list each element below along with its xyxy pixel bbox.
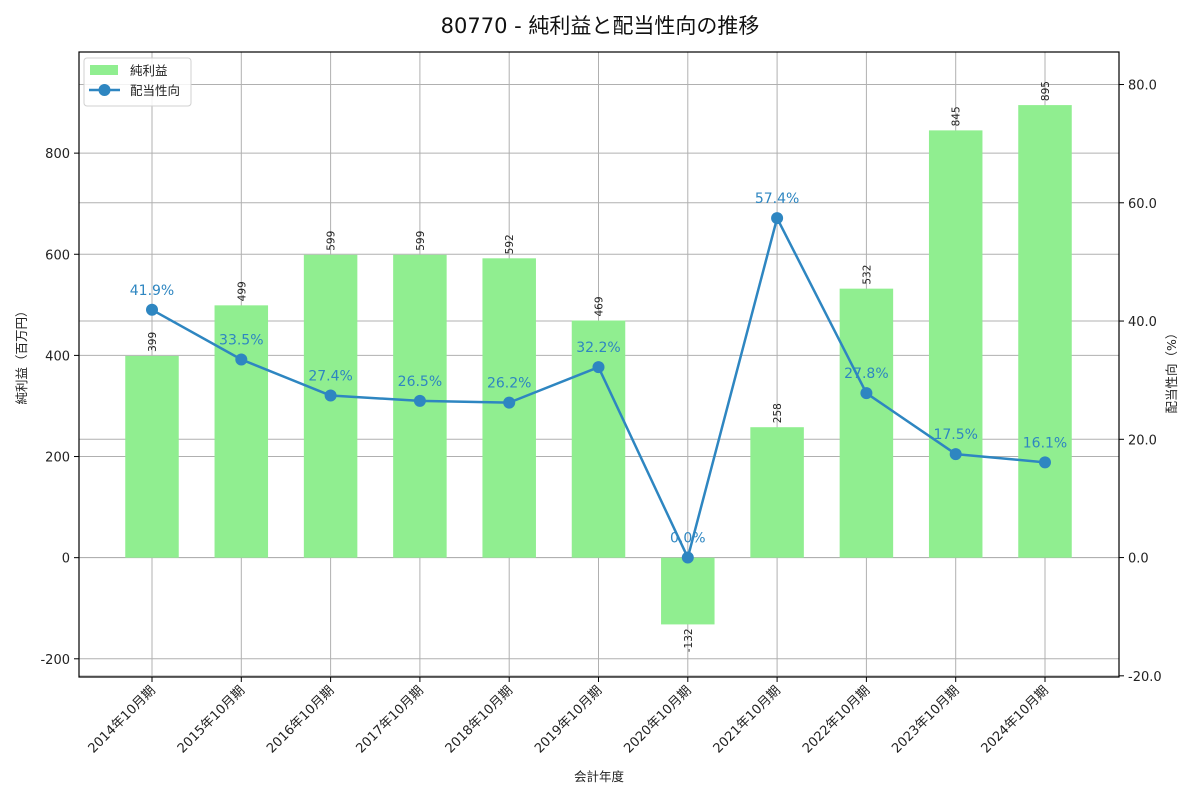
payout-ratio-label: 57.4% [755,191,799,207]
bar-value-label: 499 [236,281,248,301]
payout-ratio-label: 16.1% [1023,435,1067,451]
bar [750,427,804,558]
svg-text:600: 600 [45,248,70,263]
bar [661,557,715,625]
line-marker [413,394,426,407]
payout-ratio-label: 27.4% [308,369,352,385]
line-marker [681,551,694,564]
bar-series-net-income [125,105,1072,625]
svg-text:20.0: 20.0 [1128,433,1157,448]
svg-text:2017年10月期: 2017年10月期 [353,683,426,756]
line-series-payout-ratio: 41.9% 33.5% 27.4% 26.5% 26.2% 32.2% 0.0% 57.4% 2… [130,191,1067,564]
svg-text:400: 400 [45,349,70,364]
line-marker [324,389,337,402]
svg-text:60.0: 60.0 [1128,197,1157,212]
svg-text:2022年10月期: 2022年10月期 [800,683,873,756]
bar [571,320,626,558]
svg-text:2015年10月期: 2015年10月期 [175,683,248,756]
bar-value-label: 599 [415,231,427,251]
svg-text:0.0: 0.0 [1128,552,1149,567]
line-marker [592,361,605,374]
payout-ratio-label: 0.0% [670,531,706,547]
svg-text:40.0: 40.0 [1128,315,1157,330]
svg-text:2020年10月期: 2020年10月期 [621,683,694,756]
line-marker [503,396,516,409]
svg-text:800: 800 [45,147,70,162]
line-marker [771,212,784,225]
svg-text:0: 0 [62,552,70,567]
bar-value-label: 469 [594,296,606,316]
bar-value-label: -132 [683,628,695,652]
svg-text:配当性向（%）: 配当性向（%） [1164,327,1179,414]
payout-ratio-label: 27.8% [844,366,888,382]
bar-value-label: 895 [1040,81,1052,101]
line-marker [146,303,158,316]
svg-text:2016年10月期: 2016年10月期 [264,683,337,756]
bar [214,305,269,558]
bar [303,254,358,558]
bar [125,355,179,558]
bar [839,288,894,558]
bar-value-label: 592 [504,234,516,254]
svg-text:-20.0: -20.0 [1128,670,1162,685]
payout-ratio-label: 41.9% [130,283,174,299]
svg-text:2019年10月期: 2019年10月期 [532,683,605,756]
chart-title: 80770 - 純利益と配当性向の推移 [440,14,760,38]
payout-ratio-label: 26.5% [398,374,442,390]
line-marker [860,387,873,400]
svg-text:2018年10月期: 2018年10月期 [443,683,516,756]
bar-value-label: 399 [147,332,159,352]
svg-text:-200: -200 [40,653,70,668]
bar-value-label: 599 [326,231,338,251]
bar-value-labels: 399 499 599 599 592 469 -132 258 532 845 895 [147,81,1052,652]
bar [1018,105,1072,558]
bar [928,130,983,558]
svg-text:200: 200 [45,451,70,466]
payout-ratio-label: 33.5% [219,332,263,348]
svg-text:2024年10月期: 2024年10月期 [979,683,1052,756]
line-marker [235,353,248,366]
line-marker [1039,456,1051,469]
svg-text:純利益（百万円）: 純利益（百万円） [14,304,29,404]
payout-ratio-label: 17.5% [933,427,977,443]
line-marker [949,448,962,461]
svg-text:会計年度: 会計年度 [574,769,625,784]
bar-value-label: 258 [772,403,784,423]
bar-value-label: 845 [951,106,963,126]
bar-value-label: 532 [861,265,873,285]
svg-text:配当性向: 配当性向 [130,83,180,98]
svg-text:2021年10月期: 2021年10月期 [711,683,784,756]
payout-ratio-label: 26.2% [487,376,531,392]
svg-text:80.0: 80.0 [1128,79,1157,94]
payout-ratio-label: 32.2% [576,340,620,356]
svg-text:2014年10月期: 2014年10月期 [86,683,159,756]
svg-text:純利益: 純利益 [130,63,168,78]
svg-text:2023年10月期: 2023年10月期 [889,683,962,756]
